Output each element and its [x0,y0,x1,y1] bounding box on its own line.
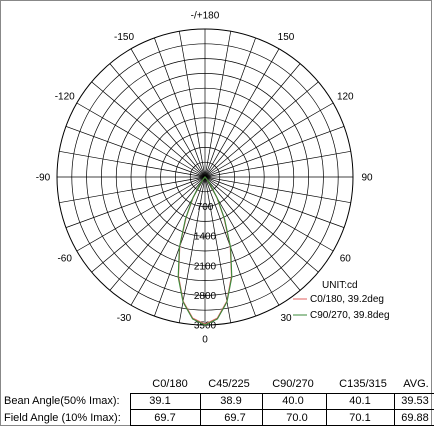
grid-spoke [65,126,206,178]
column-header: C0/180 [152,378,188,390]
angle-tick-label: -/+180 [191,11,220,22]
table-rule [394,393,395,425]
row-label: Field Angle (10% Imax): [4,412,121,424]
grid-spoke [204,63,301,178]
grid-spoke [109,176,206,291]
polar-candela-chart: -/+180 150 120 90 60 30 0 -30 -60 -90 -120 -150 700… [36,11,390,346]
angle-labels: -/+180 150 120 90 60 30 0 -30 -60 -90 -120 -150 [36,11,373,346]
radial-tick-label: 2800 [194,291,217,302]
column-header: C90/270 [272,378,314,390]
table-rule [130,409,434,410]
grid-spoke [204,150,351,178]
unit-label: UNIT:cd [322,280,358,291]
grid-spoke [59,150,206,178]
grid-spoke [76,176,206,252]
radial-tick-label: 3500 [194,321,217,332]
table-cell: 40.0 [282,395,304,407]
grid-spoke [204,176,334,252]
polar-grid [56,28,354,326]
column-header: C135/315 [339,378,387,390]
table-rule [326,393,327,425]
curve-c90-270 [177,176,233,326]
legend-label-c0-180: C0/180, 39.2deg [310,294,384,305]
angle-tick-label: -30 [117,313,132,324]
grid-spoke [204,102,334,178]
table-rule [130,393,434,394]
grid-spoke [204,176,319,273]
angle-tick-label: -150 [114,32,134,43]
radial-tick-label: 1400 [194,232,217,243]
legend: UNIT:cd C0/180, 39.2deg C90/270, 39.8deg [293,280,390,321]
grid-spoke [65,176,206,228]
table-rule [130,425,434,426]
grid-spoke [59,176,206,204]
grid-spoke [204,126,345,178]
distribution-curves [177,176,233,326]
radial-tick-label: 700 [197,202,214,213]
table-rule [130,393,131,425]
table-cell: 70.1 [349,412,371,424]
beam-angle-table: C0/180 C45/225 C90/270 C135/315 AVG. Bea… [0,378,434,428]
grid-spoke [204,176,301,291]
legend-label-c90-270: C90/270, 39.8deg [310,310,390,321]
column-header: AVG. [403,378,429,390]
angle-tick-label: 30 [280,313,292,324]
angle-tick-label: -120 [55,92,75,103]
angle-tick-label: 90 [361,173,373,184]
table-cell: 70.0 [286,412,308,424]
radial-tick-label: 2100 [194,261,217,272]
grid-spoke [109,63,206,178]
angle-tick-label: 60 [340,254,352,265]
grid-spoke [204,37,256,178]
grid-spoke [204,176,351,204]
grid-spoke [204,176,232,323]
angle-tick-label: -60 [57,254,72,265]
grid-spoke [204,176,345,228]
angle-tick-label: 120 [337,92,354,103]
angle-tick-label: 0 [202,335,208,346]
table-cell: 39.53 [401,395,429,407]
grid-spoke [204,48,280,178]
table-cell: 69.7 [224,412,246,424]
angle-tick-label: 150 [278,32,295,43]
column-header: C45/225 [208,378,250,390]
angle-tick-label: -90 [36,173,51,184]
grid-spoke [178,31,206,178]
table-cell: 40.1 [349,395,371,407]
grid-spoke [91,81,206,178]
row-label: Bean Angle(50% Imax): [4,395,120,407]
grid-spoke [76,102,206,178]
table-cell: 39.1 [149,395,171,407]
table-cell: 38.9 [220,395,242,407]
table-cell: 69.7 [154,412,176,424]
radial-tick-labels: 700 1400 2100 2800 3500 [194,202,217,331]
grid-spoke [204,81,319,178]
grid-spoke [91,176,206,273]
grid-spoke [204,31,232,178]
table-rule [200,393,201,425]
grid-spoke [178,176,206,323]
table-cell: 69.88 [401,412,429,424]
table-rule [262,393,263,425]
grid-spoke [130,48,206,178]
grid-spoke [154,37,206,178]
